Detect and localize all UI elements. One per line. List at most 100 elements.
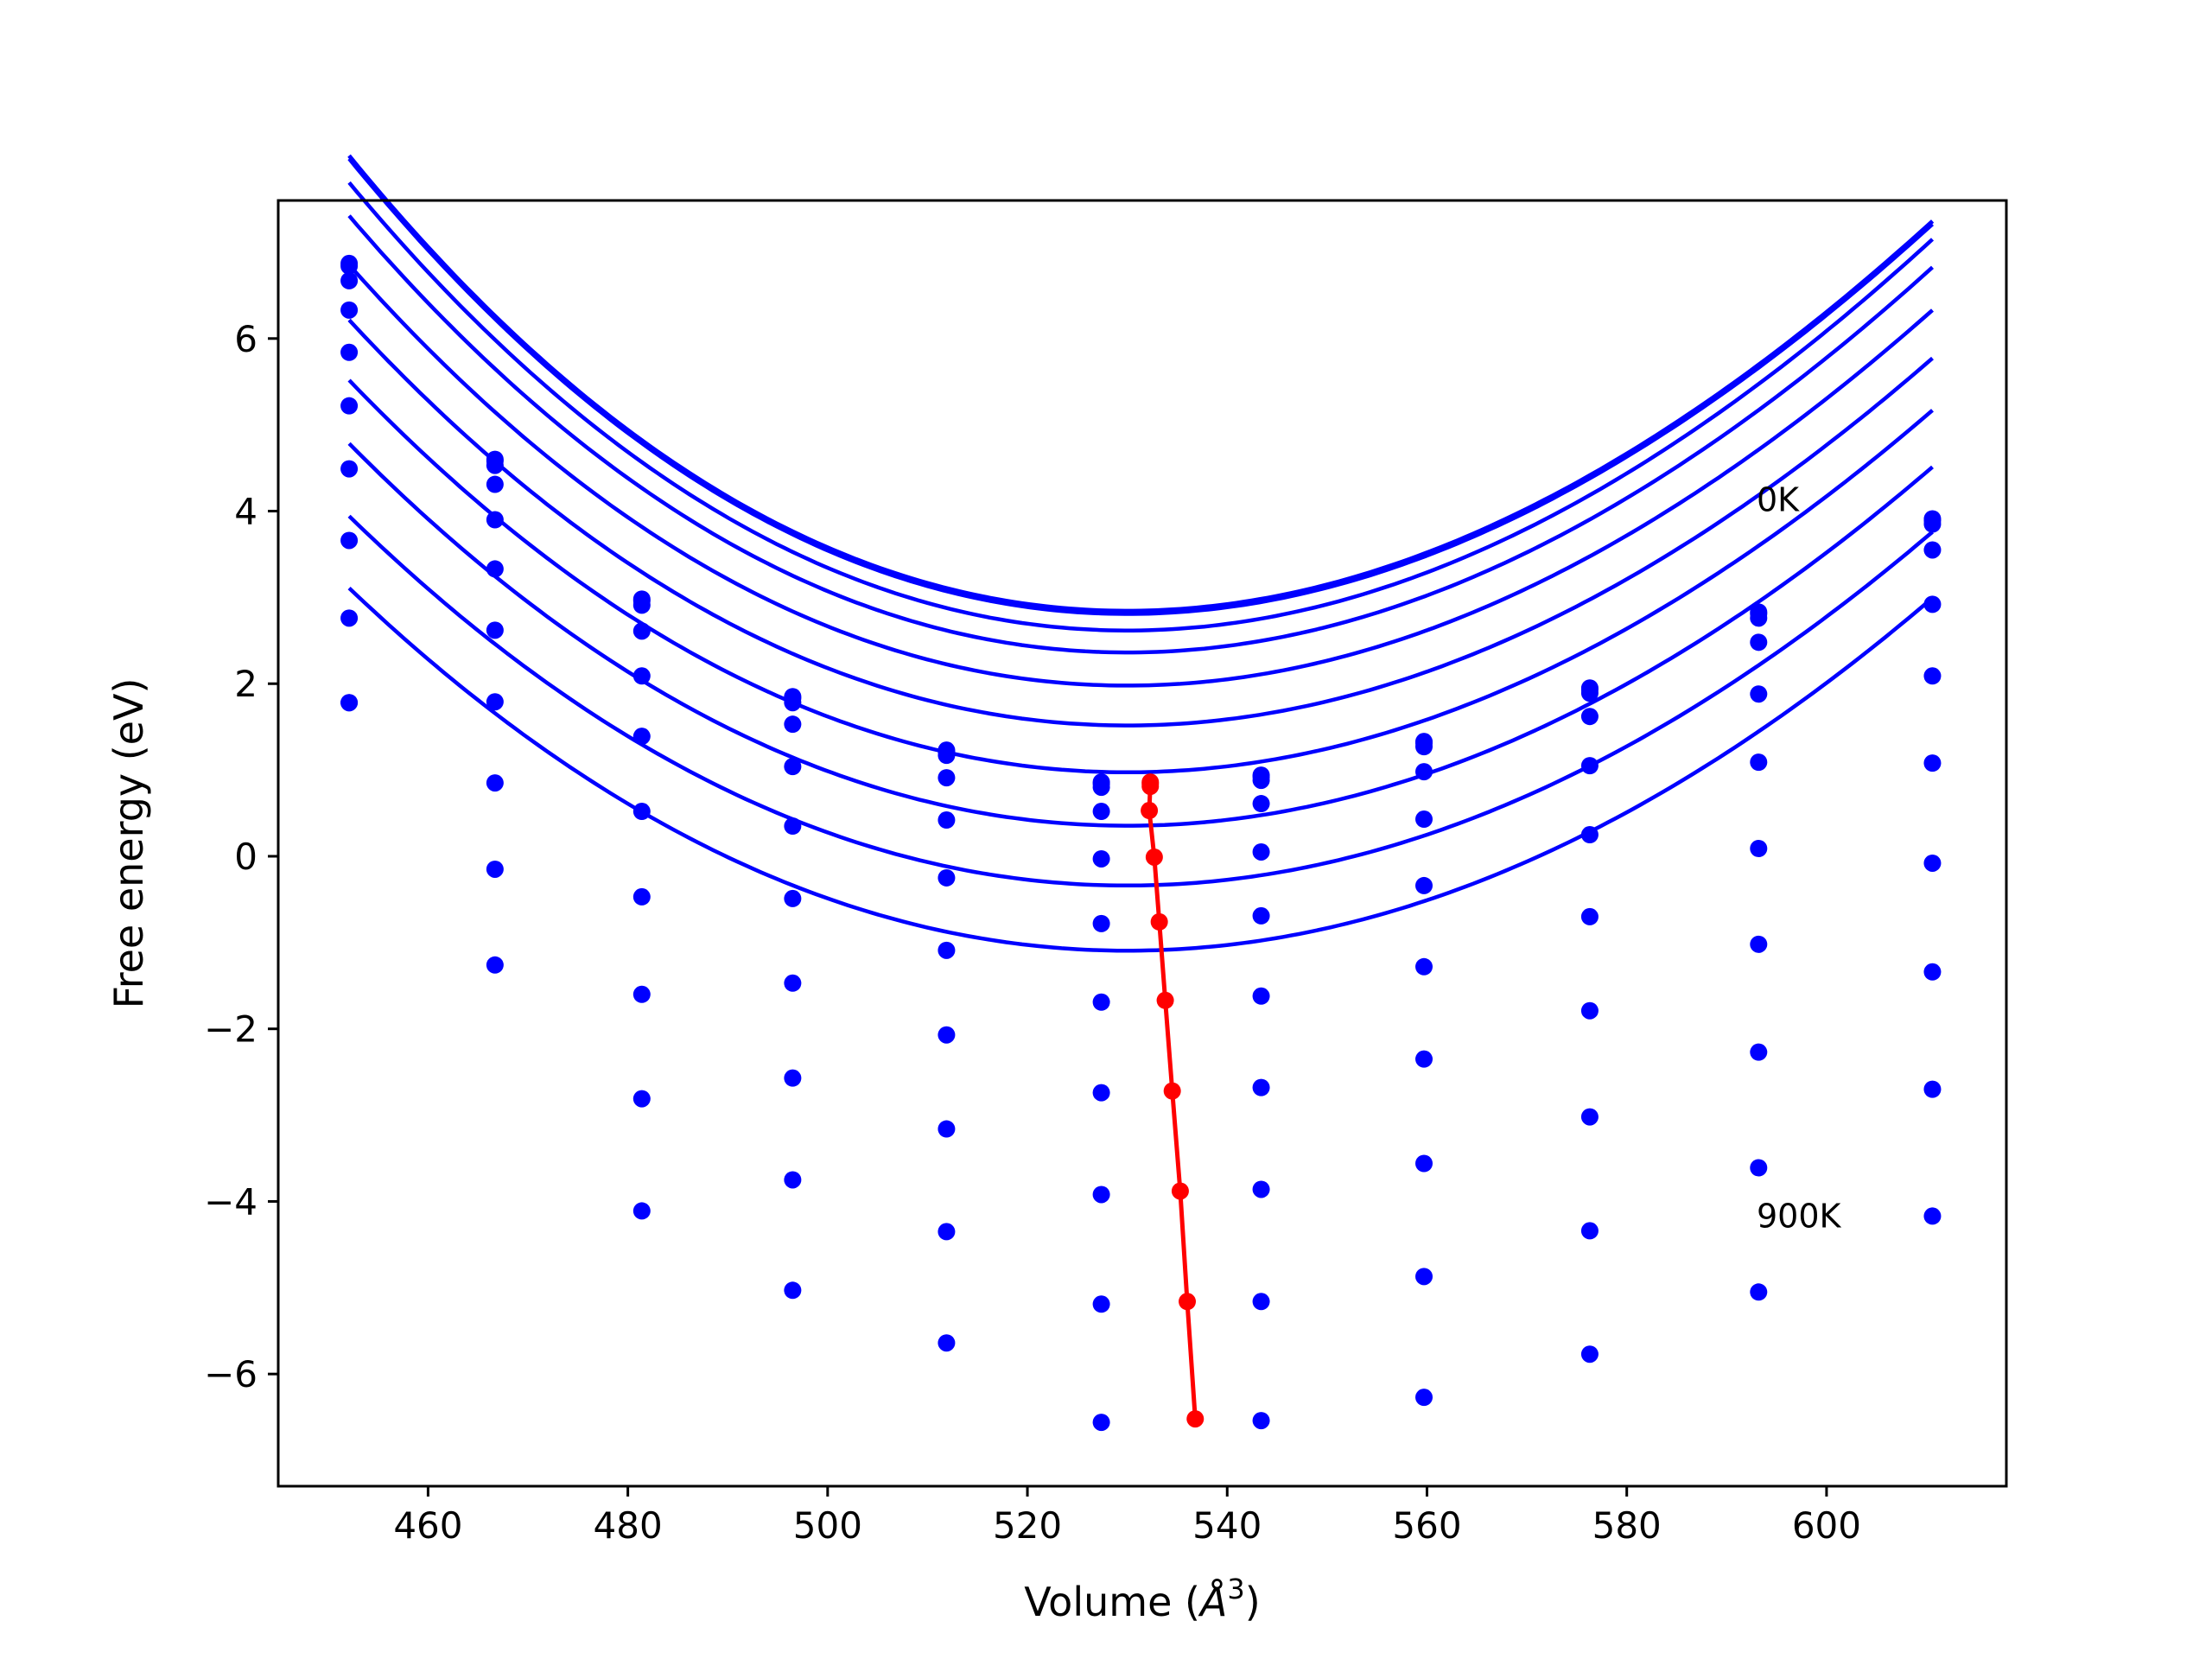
data-point-2-10	[1923, 515, 1942, 533]
data-point-5-3	[784, 817, 802, 836]
data-point-6-3	[784, 889, 802, 907]
data-point-9-3	[784, 1171, 802, 1189]
data-point-9-9	[1750, 1159, 1768, 1177]
data-point-10-4	[938, 1334, 956, 1352]
data-point-9-1	[486, 860, 504, 878]
minimum-point-5	[1150, 912, 1168, 931]
data-point-4-9	[1750, 685, 1768, 703]
minimum-line-layer	[1141, 773, 1205, 1428]
data-point-3-1	[486, 475, 504, 493]
minimum-point-3	[1141, 802, 1159, 820]
data-point-10-9	[1750, 1283, 1768, 1301]
data-points-layer	[340, 254, 1942, 1432]
y-tick-label--4: −4	[204, 1180, 257, 1223]
x-tick-label-540: 540	[1192, 1504, 1262, 1547]
data-point-10-8	[1580, 1345, 1599, 1363]
data-point-6-5	[1092, 993, 1110, 1011]
data-point-5-7	[1415, 876, 1433, 894]
fit-curve-3	[347, 181, 1935, 632]
data-point-6-2	[632, 803, 651, 821]
data-point-3-5	[1092, 803, 1110, 821]
annotation-900k: 900K	[1757, 1197, 1842, 1235]
x-axis-label: Volume (Å3)	[1024, 1573, 1260, 1625]
data-point-5-2	[632, 728, 651, 746]
x-axis-label-unit: Å	[1198, 1579, 1227, 1625]
data-point-4-4	[938, 811, 956, 830]
data-point-9-2	[632, 1090, 651, 1108]
data-point-3-6	[1252, 795, 1270, 813]
data-point-6-4	[938, 941, 956, 959]
minimum-line	[1147, 782, 1198, 1420]
data-point-4-2	[632, 667, 651, 685]
data-point-7-9	[1750, 935, 1768, 953]
y-tick-label-4: 4	[234, 491, 257, 533]
data-point-10-2	[632, 1202, 651, 1220]
data-point-8-3	[784, 1069, 802, 1087]
data-point-2-0	[340, 271, 359, 289]
fit-curves-layer	[347, 154, 1935, 953]
data-point-8-9	[1750, 1043, 1768, 1061]
x-tick-label-580: 580	[1592, 1504, 1662, 1547]
data-point-3-7	[1415, 763, 1433, 781]
fit-curve-9	[347, 514, 1934, 888]
y-axis-ticks: −6 −4 −2 0 2 4 6	[204, 318, 278, 1395]
minimum-point-7	[1163, 1082, 1181, 1100]
data-point-5-5	[1092, 914, 1110, 932]
data-point-5-10	[1923, 667, 1942, 685]
data-point-6-9	[1750, 839, 1768, 857]
data-point-8-6	[1252, 1180, 1270, 1198]
data-point-6-10	[1923, 754, 1942, 772]
data-point-10-5	[1092, 1414, 1110, 1432]
data-point-7-8	[1580, 1001, 1599, 1020]
data-point-7-10	[1923, 854, 1942, 872]
fit-curve-10	[347, 586, 1934, 953]
data-point-6-6	[1252, 987, 1270, 1005]
data-point-6-1	[486, 621, 504, 639]
data-point-8-1	[486, 774, 504, 792]
x-axis-label-superscript: 3	[1227, 1573, 1244, 1605]
data-point-4-5	[1092, 849, 1110, 868]
data-point-8-5	[1092, 1185, 1110, 1204]
minimum-point-2	[1141, 778, 1160, 796]
fit-curve-2	[347, 157, 1935, 616]
data-point-7-6	[1252, 1078, 1270, 1096]
x-tick-label-560: 560	[1392, 1504, 1461, 1547]
data-point-4-1	[486, 511, 504, 529]
data-point-10-0	[340, 694, 359, 712]
data-point-7-3	[784, 974, 802, 992]
data-point-4-10	[1923, 595, 1942, 613]
fit-curve-8	[347, 442, 1934, 828]
annotation-0k: 0K	[1757, 481, 1800, 519]
data-point-9-6	[1252, 1293, 1270, 1311]
data-point-8-8	[1580, 1108, 1599, 1126]
x-tick-label-460: 460	[393, 1504, 462, 1547]
data-point-5-0	[340, 397, 359, 415]
data-point-4-7	[1415, 810, 1433, 829]
y-tick-label-0: 0	[234, 836, 257, 878]
data-point-10-10	[1923, 1207, 1942, 1225]
data-point-10-6	[1252, 1412, 1270, 1430]
data-point-2-4	[938, 747, 956, 765]
data-point-10-3	[784, 1281, 802, 1300]
data-point-5-4	[938, 868, 956, 887]
data-point-4-6	[1252, 842, 1270, 861]
data-point-3-2	[632, 622, 651, 640]
minimum-point-6	[1156, 991, 1174, 1009]
data-point-2-3	[784, 694, 802, 712]
minimum-point-9	[1179, 1293, 1197, 1311]
x-tick-label-600: 600	[1792, 1504, 1861, 1547]
data-point-7-1	[486, 693, 504, 711]
minimum-point-10	[1186, 1410, 1205, 1428]
fit-curve-4	[347, 214, 1935, 655]
data-point-3-4	[938, 769, 956, 787]
data-point-9-8	[1580, 1222, 1599, 1240]
y-axis-label: Free energy (eV)	[105, 678, 152, 1009]
data-point-7-2	[632, 887, 651, 906]
data-point-3-3	[784, 715, 802, 734]
data-point-2-9	[1750, 609, 1768, 627]
data-point-2-6	[1252, 772, 1270, 790]
data-point-5-8	[1580, 826, 1599, 844]
data-point-10-1	[486, 956, 504, 974]
data-point-6-8	[1580, 907, 1599, 925]
